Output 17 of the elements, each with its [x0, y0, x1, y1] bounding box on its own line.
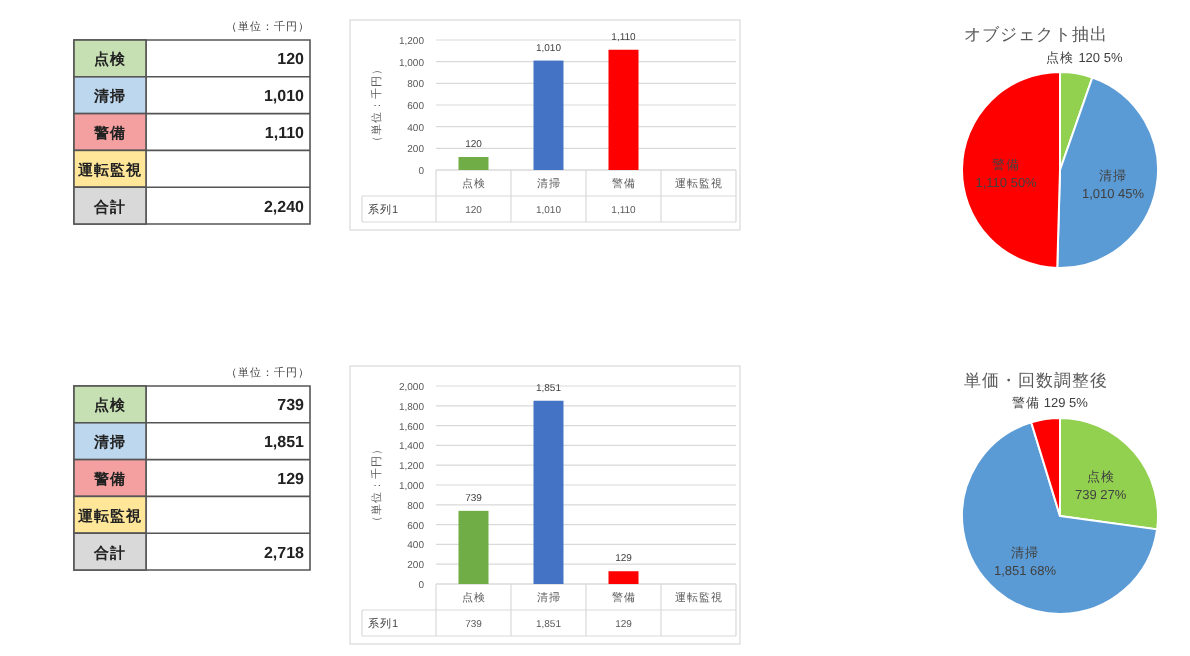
- data-label: 739: [277, 396, 306, 415]
- data-label: 120: [277, 50, 306, 69]
- bar: [533, 400, 564, 584]
- bar: [608, 49, 639, 170]
- chart-title: オブジェクト抽出: [964, 24, 1108, 44]
- data-label: 2,240: [263, 197, 306, 216]
- bar: [533, 60, 564, 170]
- pie-slice: [961, 421, 1159, 615]
- bar: [458, 510, 489, 584]
- data-label: 1,110: [264, 124, 306, 142]
- data-label: 2,718: [263, 543, 306, 562]
- chart-title: 単価・回数調整後: [964, 370, 1108, 390]
- data-label: 1,851: [263, 433, 306, 452]
- bar: [608, 571, 639, 584]
- data-label: 1,010: [263, 87, 306, 106]
- bar: [458, 157, 489, 170]
- data-label: 129: [277, 470, 306, 488]
